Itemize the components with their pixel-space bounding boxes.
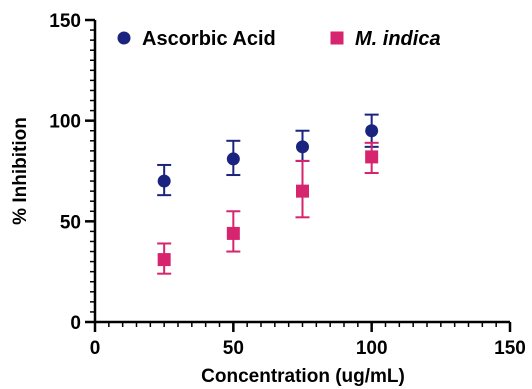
- data-point: [226, 152, 240, 166]
- data-point: [157, 174, 171, 188]
- legend-label-1: M. indica: [355, 28, 441, 50]
- y-tick-label: 50: [60, 212, 81, 233]
- y-axis-title: % Inhibition: [10, 117, 31, 225]
- data-point: [226, 226, 240, 240]
- x-tick-label: 50: [223, 338, 244, 359]
- series-0: [157, 113, 379, 197]
- data-point: [296, 140, 309, 154]
- legend-marker-1: [330, 31, 344, 45]
- y-tick-label: 150: [49, 11, 81, 32]
- legend-label-0: Ascorbic Acid: [142, 28, 276, 50]
- x-tick-label: 100: [356, 338, 388, 359]
- x-tick-label: 0: [90, 338, 101, 359]
- x-axis-title: Concentration (ug/mL): [201, 366, 405, 387]
- data-point: [296, 184, 309, 198]
- y-tick-label: 100: [49, 112, 81, 133]
- legend-marker-0: [117, 31, 131, 45]
- legend: Ascorbic Acid M. indica: [117, 28, 441, 50]
- y-tick-label: 0: [70, 313, 81, 334]
- data-point: [365, 124, 379, 138]
- x-tick-label: 150: [494, 338, 526, 359]
- data-point: [157, 253, 171, 267]
- axes: 0 50 100 150 0 50 100 150: [49, 11, 526, 359]
- series-layer: [157, 113, 379, 275]
- series-1: [157, 141, 379, 275]
- data-point: [365, 150, 379, 164]
